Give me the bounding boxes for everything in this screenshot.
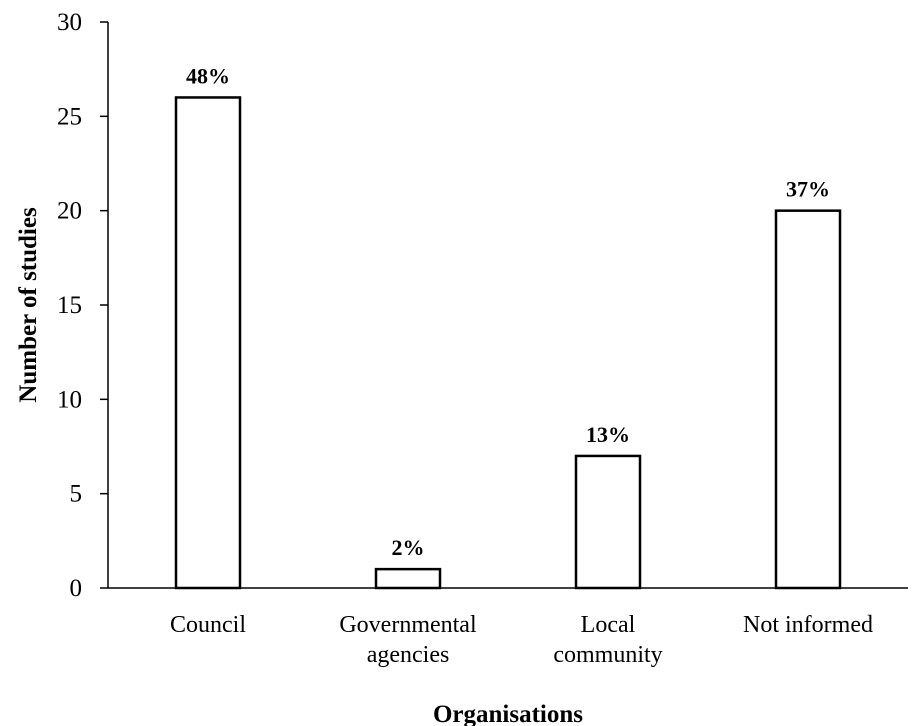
x-tick-label: Not informed (743, 612, 873, 638)
y-tick-label: 30 (57, 9, 82, 36)
data-label: 13% (586, 422, 630, 447)
bar (574, 454, 642, 590)
bars-group (174, 96, 842, 590)
x-tick-label: Council (170, 612, 246, 638)
data-label: 48% (186, 63, 230, 88)
x-axis-title: Organisations (433, 701, 583, 726)
x-tick-labels-group: Council Governmental agencies Local communit… (170, 612, 873, 668)
bar (374, 567, 442, 590)
y-tick-label: 5 (70, 481, 83, 508)
x-tick-label: Local community (553, 612, 662, 668)
y-axis-title: Number of studies (15, 207, 42, 403)
y-tick-label: 10 (57, 386, 82, 413)
data-labels-group: 48% 2% 13% 37% (186, 63, 830, 560)
y-tick-label: 0 (70, 575, 83, 602)
data-label: 2% (392, 535, 425, 560)
y-tick-label: 20 (57, 198, 82, 225)
bar (174, 96, 242, 590)
y-ticks-group: 0 5 10 15 20 25 30 (57, 9, 108, 602)
bar (774, 209, 842, 590)
y-tick-label: 15 (57, 292, 82, 319)
x-tick-label: Governmental agencies (339, 612, 477, 668)
data-label: 37% (786, 177, 830, 202)
y-tick-label: 25 (57, 103, 82, 130)
